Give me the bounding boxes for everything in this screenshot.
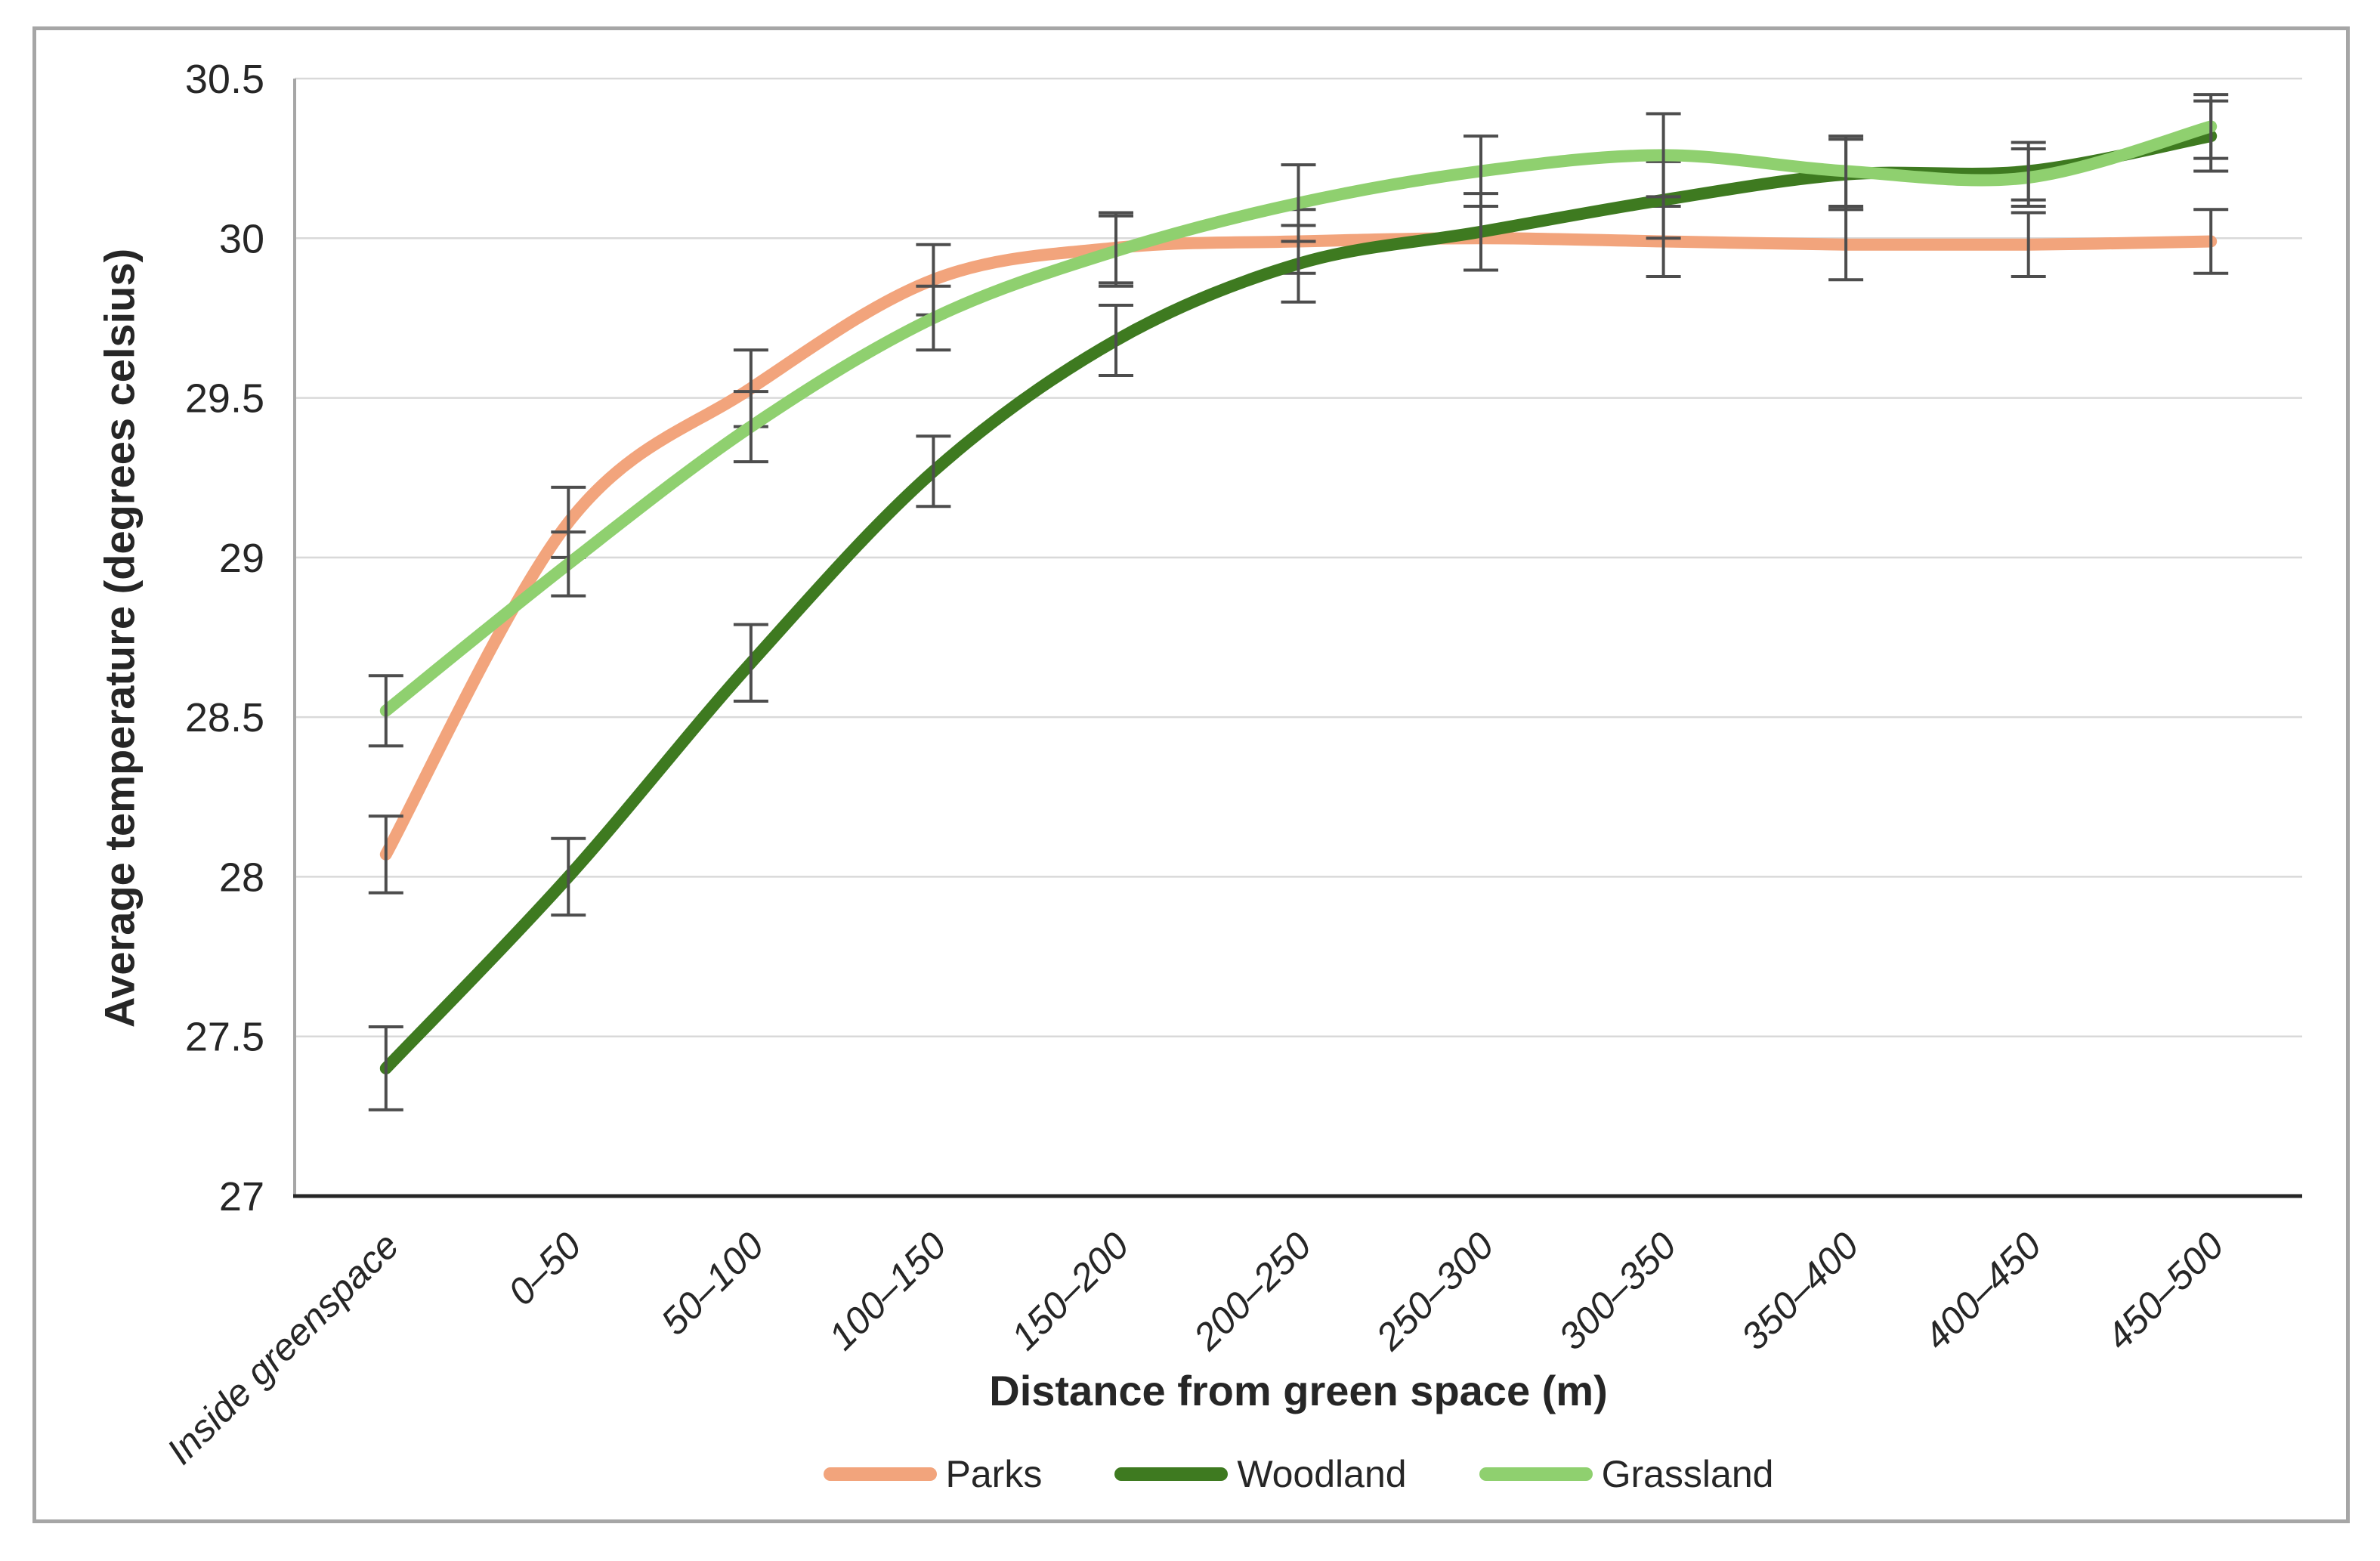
- error-bar-parks: [368, 815, 403, 895]
- error-bar-grassland: [2193, 93, 2229, 160]
- y-tick-label: 30.5: [185, 57, 264, 102]
- legend-swatch-grassland: [1479, 1467, 1593, 1481]
- error-bar-parks: [2193, 208, 2229, 275]
- legend-swatch-woodland: [1114, 1467, 1229, 1481]
- y-tick-label: 27.5: [185, 1015, 264, 1060]
- y-tick-label: 29.5: [185, 376, 264, 422]
- error-bar-grassland: [1464, 134, 1498, 208]
- error-bar-woodland: [916, 434, 951, 508]
- x-tick-label: 300–350: [1550, 1224, 1684, 1358]
- x-tick-label: 400–450: [1915, 1224, 2049, 1358]
- x-tick-label: 100–150: [821, 1224, 954, 1358]
- x-tick-label: 450–500: [2098, 1224, 2232, 1358]
- y-tick-label: 30: [219, 216, 264, 261]
- error-bar-grassland: [1646, 112, 1681, 199]
- error-bar-woodland: [1099, 304, 1133, 377]
- error-bar-grassland: [551, 530, 586, 598]
- error-bar-grassland: [916, 284, 951, 352]
- legend-item-woodland: Woodland: [1114, 1452, 1407, 1496]
- legend-item-parks: Parks: [823, 1452, 1043, 1496]
- error-bar-grassland: [2011, 147, 2046, 208]
- x-tick-label: Inside greenspace: [159, 1224, 407, 1473]
- error-bar-grassland: [368, 674, 403, 748]
- x-axis-title: Distance from green space (m): [989, 1367, 1608, 1414]
- error-bar-grassland: [733, 390, 768, 464]
- x-tick-label: 0–50: [500, 1224, 589, 1313]
- legend-swatch-parks: [823, 1467, 937, 1481]
- legend: Parks Woodland Grassland: [295, 1452, 2302, 1496]
- y-tick-label: 28.5: [185, 695, 264, 740]
- y-axis-title: Average temperature (degrees celsius): [95, 248, 144, 1028]
- series-line-grassland: [379, 120, 2218, 717]
- error-bar-grassland: [1281, 163, 1316, 243]
- legend-label: Woodland: [1237, 1453, 1407, 1495]
- x-tick-label: 250–300: [1368, 1224, 1502, 1359]
- series-line-parks: [379, 232, 2218, 861]
- x-tick-label: 50–100: [653, 1224, 772, 1343]
- error-bar-grassland: [1828, 134, 1864, 208]
- y-tick-label: 27: [219, 1174, 264, 1219]
- legend-label: Parks: [945, 1453, 1043, 1495]
- y-tick-label: 29: [219, 536, 264, 581]
- chart-frame: [32, 26, 2350, 1523]
- x-tick-label: 350–400: [1733, 1224, 1867, 1358]
- error-bar-grassland: [1099, 214, 1133, 288]
- error-bar-woodland: [733, 623, 768, 703]
- legend-label: Grassland: [1601, 1453, 1774, 1495]
- y-tick-label: 28: [219, 855, 264, 900]
- error-bar-woodland: [368, 1025, 403, 1111]
- error-bar-woodland: [551, 836, 586, 917]
- x-tick-label: 200–250: [1185, 1224, 1319, 1359]
- error-bar-parks: [2011, 211, 2046, 278]
- x-tick-label: 150–200: [1003, 1224, 1137, 1358]
- legend-item-grassland: Grassland: [1479, 1452, 1774, 1496]
